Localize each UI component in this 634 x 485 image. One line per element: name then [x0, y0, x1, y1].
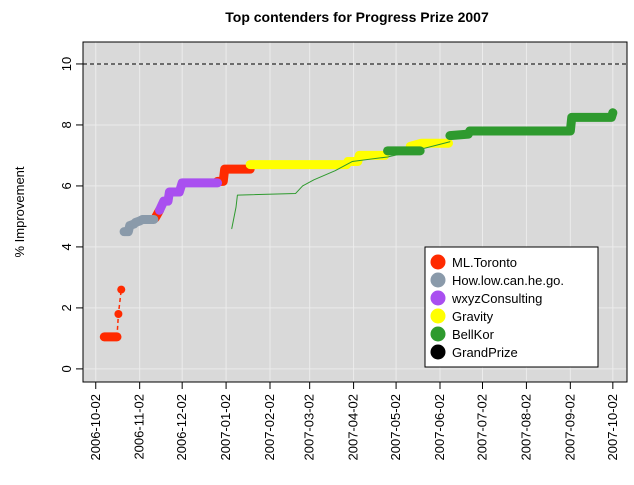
- x-tick-label: 2006-10-02: [88, 394, 103, 461]
- x-tick-label: 2007-01-02: [218, 394, 233, 461]
- legend-label: How.low.can.he.go.: [452, 273, 564, 288]
- series-line: [405, 138, 453, 151]
- plot-border: [82, 41, 628, 383]
- legend-label: BellKor: [452, 327, 495, 342]
- legend-swatch: [430, 290, 446, 306]
- series-line: [231, 141, 451, 230]
- x-tick-label: 2007-07-02: [475, 394, 490, 461]
- y-tick-label: 8: [59, 121, 74, 128]
- legend-swatch: [430, 254, 446, 270]
- legend-label: ML.Toronto: [452, 255, 517, 270]
- x-tick-label: 2007-09-02: [562, 394, 577, 461]
- x-tick-label: 2007-05-02: [388, 394, 403, 461]
- series-marker: [117, 285, 126, 294]
- x-tick-label: 2006-11-02: [132, 394, 147, 460]
- y-tick-label: 6: [59, 182, 74, 189]
- chart-title: Top contenders for Progress Prize 2007: [225, 9, 489, 25]
- legend-box: [424, 246, 599, 368]
- legend-swatch: [430, 272, 446, 288]
- y-axis-label: % Improvement: [12, 166, 27, 257]
- series-line: [445, 108, 618, 141]
- y-tick-label: 4: [59, 243, 74, 250]
- legend-swatch: [430, 308, 446, 324]
- series-marker: [113, 332, 121, 341]
- x-tick-label: 2007-08-02: [518, 394, 533, 461]
- y-tick-label: 10: [59, 57, 74, 71]
- legend-swatch: [430, 344, 446, 360]
- x-tick-label: 2006-12-02: [174, 394, 189, 461]
- legend-label: Gravity: [452, 309, 494, 324]
- x-tick-label: 2007-04-02: [346, 394, 361, 461]
- y-tick-label: 2: [59, 304, 74, 311]
- series-line: [155, 178, 223, 215]
- x-tick-label: 2007-06-02: [432, 394, 447, 461]
- legend-label: wxyzConsulting: [451, 291, 542, 306]
- x-tick-label: 2007-02-02: [262, 394, 277, 461]
- series-line: [119, 214, 159, 237]
- x-tick-label: 2007-03-02: [302, 394, 317, 461]
- legend-swatch: [430, 326, 446, 342]
- series-marker: [114, 310, 123, 318]
- y-tick-label: 0: [59, 365, 74, 372]
- legend-label: GrandPrize: [452, 345, 518, 360]
- x-tick-label: 2007-10-02: [605, 394, 620, 461]
